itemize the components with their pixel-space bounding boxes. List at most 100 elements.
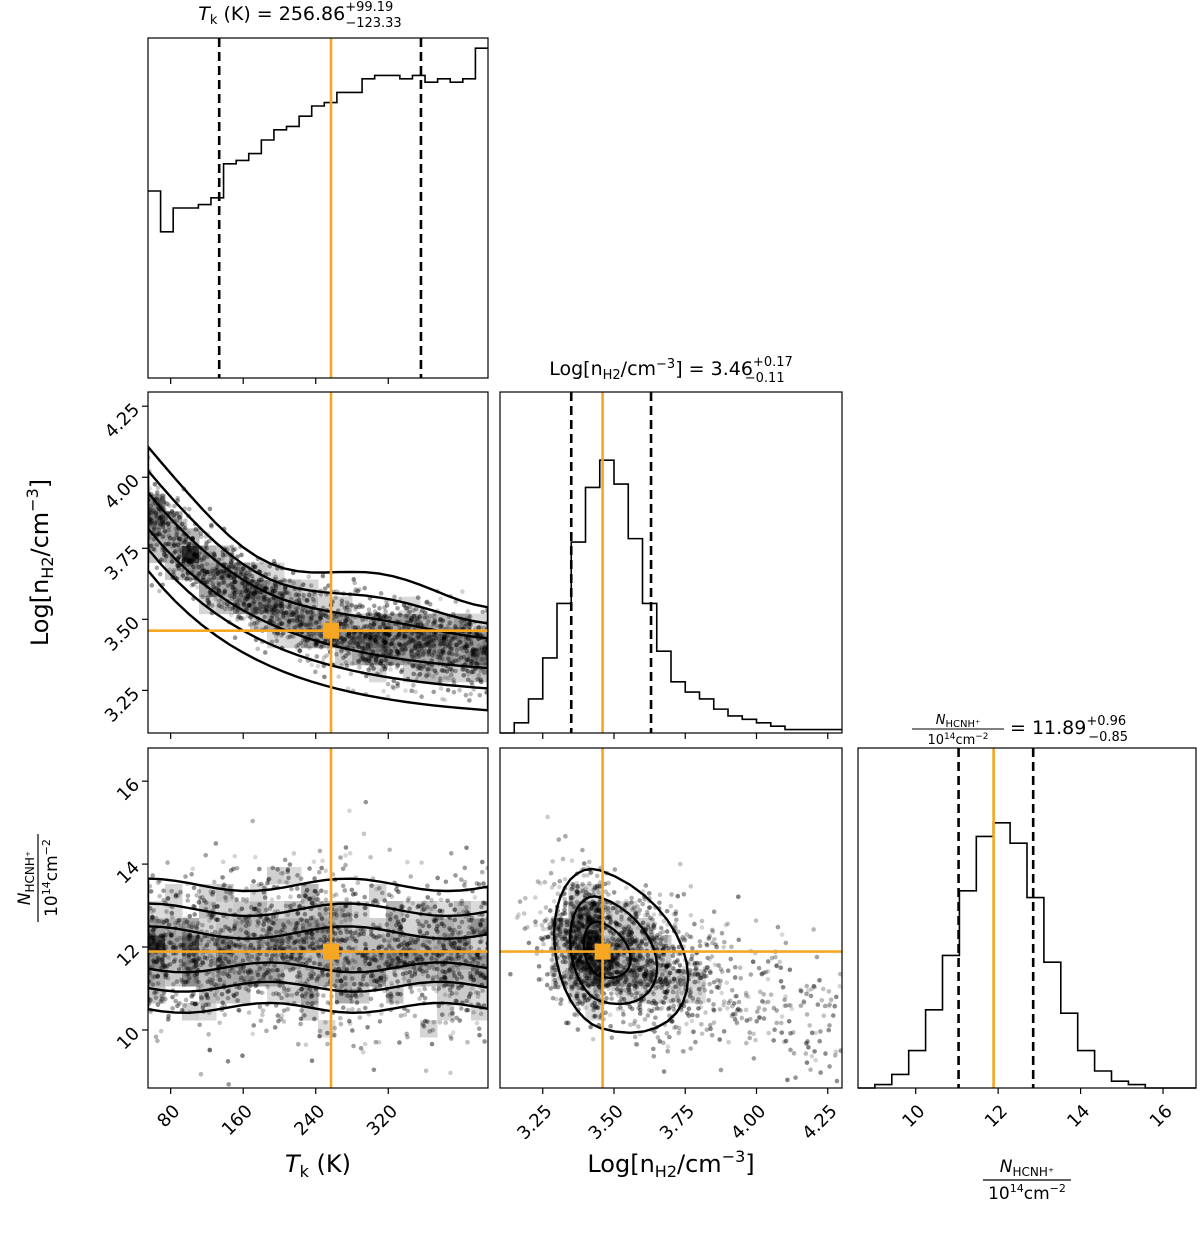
scatter-point (244, 587, 250, 593)
scatter-point (366, 658, 372, 664)
scatter-point (596, 890, 601, 895)
scatter-point (441, 641, 446, 646)
scatter-point (409, 940, 415, 946)
scatter-point (281, 610, 287, 616)
scatter-point (663, 995, 668, 1000)
scatter-point (360, 927, 366, 933)
scatter-point (766, 1030, 771, 1036)
scatter-point (268, 926, 274, 932)
scatter-point (475, 676, 481, 682)
scatter-point (342, 976, 348, 981)
scatter-point (175, 566, 180, 572)
scatter-point (344, 622, 349, 628)
scatter-point (369, 932, 374, 937)
scatter-point (310, 915, 316, 920)
scatter-point (550, 995, 556, 1001)
scatter-point (310, 941, 315, 946)
scatter-point (631, 905, 637, 911)
scatter-point (617, 980, 622, 985)
scatter-point (411, 637, 416, 643)
scatter-point (212, 961, 218, 966)
scatter-point (437, 642, 443, 647)
scatter-point (596, 908, 602, 913)
scatter-point (302, 1013, 307, 1018)
scatter-point (310, 900, 315, 906)
scatter-point (214, 568, 220, 573)
scatter-point (197, 570, 202, 576)
scatter-point (311, 612, 317, 617)
scatter-point (301, 596, 307, 601)
scatter-point (251, 879, 256, 884)
scatter-point (205, 995, 210, 1000)
scatter-point (284, 988, 290, 993)
scatter-point (450, 944, 455, 949)
scatter-point (273, 604, 278, 609)
scatter-point (556, 926, 562, 931)
scatter-point (688, 1046, 694, 1051)
scatter-point (234, 865, 240, 871)
scatter-point (230, 590, 236, 596)
scatter-point (657, 976, 663, 982)
scatter-point (263, 595, 268, 601)
scatter-point (454, 652, 459, 657)
scatter-point (221, 577, 227, 582)
scatter-point (157, 497, 163, 503)
scatter-point (413, 689, 418, 695)
scatter-point (357, 967, 362, 972)
scatter-point (425, 938, 431, 944)
scatter-point (342, 975, 348, 980)
scatter-point (555, 933, 560, 938)
scatter-point (246, 922, 252, 927)
scatter-point (276, 1018, 281, 1024)
scatter-point (424, 672, 429, 678)
scatter-point (649, 969, 654, 975)
scatter-point (608, 961, 614, 967)
scatter-point (808, 1067, 813, 1073)
scatter-point (676, 975, 682, 981)
scatter-point (291, 902, 297, 907)
scatter-point (263, 971, 268, 976)
scatter-point (398, 1013, 404, 1018)
scatter-point (254, 608, 260, 614)
scatter-point (231, 941, 236, 947)
scatter-point (388, 667, 393, 672)
scatter-point (299, 936, 304, 942)
scatter-point (606, 966, 612, 972)
scatter-point (266, 598, 272, 603)
scatter-point (473, 625, 478, 631)
scatter-point (189, 924, 194, 930)
scatter-point (353, 993, 358, 998)
scatter-point (399, 647, 404, 652)
scatter-point (641, 964, 646, 970)
scatter-point (415, 654, 420, 660)
scatter-point (421, 942, 426, 948)
scatter-point (173, 894, 179, 899)
scatter-point (165, 963, 170, 968)
scatter-point (385, 681, 391, 687)
scatter-point (412, 655, 417, 661)
scatter-point (787, 967, 793, 973)
scatter-point (194, 550, 199, 556)
scatter-point (462, 879, 468, 885)
scatter-point (634, 959, 639, 965)
scatter-point (178, 958, 184, 964)
scatter-point (780, 984, 786, 990)
scatter-point (441, 983, 447, 989)
scatter-point (283, 903, 289, 909)
scatter-point (204, 546, 209, 551)
scatter-point (183, 518, 188, 524)
scatter-point (297, 658, 303, 663)
scatter-point (558, 922, 564, 928)
scatter-point (187, 975, 192, 981)
scatter-point (287, 618, 293, 623)
scatter-point (295, 911, 301, 916)
scatter-point (376, 612, 382, 617)
scatter-point (202, 955, 208, 960)
scatter-point (583, 973, 588, 979)
scatter-point (294, 886, 300, 891)
scatter-point (390, 946, 395, 952)
scatter-point (606, 986, 611, 992)
density-cell (148, 952, 166, 970)
scatter-point (368, 854, 373, 860)
